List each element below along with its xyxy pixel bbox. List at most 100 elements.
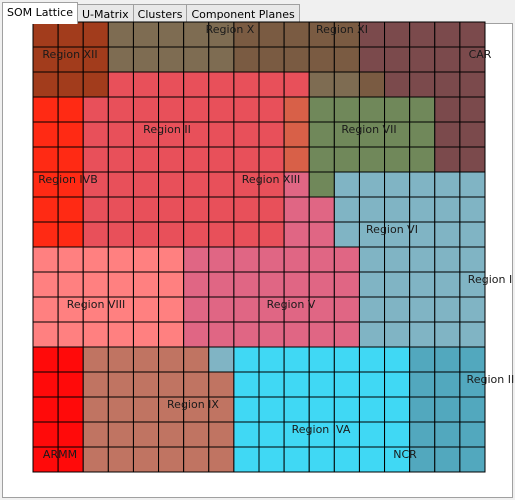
cell [82, 246, 109, 273]
cell [233, 346, 260, 373]
cell [434, 421, 461, 448]
cell [57, 421, 84, 448]
cell [258, 446, 285, 473]
cell [183, 71, 210, 98]
cell [107, 421, 134, 448]
cell [107, 146, 134, 173]
cell [358, 371, 386, 398]
cell [208, 171, 235, 198]
cell [208, 246, 235, 273]
cell [358, 446, 386, 473]
cell [308, 271, 335, 298]
cell [333, 46, 360, 73]
cell [333, 346, 360, 373]
cell [308, 196, 335, 223]
cell [233, 446, 260, 473]
cell [107, 121, 134, 148]
cell [459, 196, 486, 223]
cell [459, 71, 486, 98]
cell [132, 221, 160, 248]
cell [333, 446, 360, 473]
cell [183, 96, 210, 123]
cell [283, 171, 310, 198]
cell [409, 246, 436, 273]
cell [132, 446, 160, 473]
cell [158, 46, 185, 73]
cell [434, 396, 461, 423]
cell [333, 396, 360, 423]
cell [459, 21, 486, 48]
cell [183, 421, 210, 448]
cell [283, 296, 310, 323]
cell [333, 246, 360, 273]
cell [409, 321, 436, 348]
cell [208, 271, 235, 298]
cell [57, 196, 84, 223]
region-label: Region VI [366, 223, 418, 236]
cell [308, 321, 335, 348]
cell [132, 121, 160, 148]
cell [459, 321, 486, 348]
cell [57, 271, 84, 298]
cell [283, 46, 310, 73]
cell [82, 271, 109, 298]
cell [283, 221, 310, 248]
cell [409, 371, 436, 398]
cell [32, 121, 59, 148]
cell [233, 296, 260, 323]
cell [333, 21, 360, 48]
cell [308, 296, 335, 323]
cell [208, 71, 235, 98]
cell [384, 121, 411, 148]
cell [434, 221, 461, 248]
cell [384, 371, 411, 398]
cell [409, 396, 436, 423]
tab[interactable]: Clusters [132, 4, 188, 24]
region-label: Region IVA [292, 423, 351, 436]
cell [459, 296, 486, 323]
cell [258, 221, 285, 248]
region-label: Region II [143, 123, 191, 136]
cell [32, 271, 59, 298]
cell [308, 71, 335, 98]
cell [32, 321, 59, 348]
cell [158, 246, 185, 273]
cell [132, 346, 160, 373]
cell [434, 96, 461, 123]
cell [233, 71, 260, 98]
cell [132, 21, 160, 48]
cell [459, 121, 486, 148]
cell [384, 271, 411, 298]
cell [132, 171, 160, 198]
cell [358, 146, 386, 173]
cell [258, 96, 285, 123]
cell [459, 146, 486, 173]
cell [32, 396, 59, 423]
cell [183, 446, 210, 473]
cell [384, 421, 411, 448]
cell [82, 346, 109, 373]
cell [258, 271, 285, 298]
cell [409, 21, 436, 48]
cell [82, 421, 109, 448]
tab[interactable]: Component Planes [186, 4, 300, 24]
tab[interactable]: U-Matrix [77, 4, 134, 24]
cell [82, 446, 109, 473]
cell [183, 221, 210, 248]
cell [308, 96, 335, 123]
tab[interactable]: SOM Lattice [2, 2, 78, 24]
cell [32, 371, 59, 398]
cell [32, 71, 59, 98]
cell [409, 146, 436, 173]
cell [308, 371, 335, 398]
cell [107, 46, 134, 73]
cell [258, 21, 285, 48]
cell [258, 121, 285, 148]
cell [333, 196, 360, 223]
cell [158, 171, 185, 198]
cell [283, 246, 310, 273]
cell [208, 196, 235, 223]
cell [158, 296, 185, 323]
cell [107, 321, 134, 348]
